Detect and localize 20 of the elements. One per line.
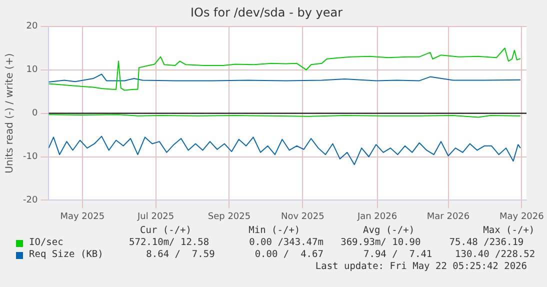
y-tick-label: -10	[22, 152, 38, 162]
x-tick-label: Nov 2025	[280, 212, 324, 222]
text: Cur (-/+) Min (-/+) Avg (-/+) Max (-/+)	[139, 225, 536, 237]
x-tick-label: Sep 2025	[208, 212, 251, 222]
legend-label: Req Size (KB)	[29, 249, 104, 261]
text: 8.64 / 7.59 0.00 / 4.67 7.94 / 7.41 130.40 /228.52	[145, 249, 536, 261]
y-tick-label: 0	[32, 108, 38, 119]
y-tick-label: -20	[22, 196, 38, 206]
x-tick-label: May 2026	[499, 212, 544, 222]
x-tick-label: Jul 2025	[136, 212, 174, 222]
y-tick-label: 10	[26, 65, 38, 76]
text: Last update: Fri May 22 05:25:42 2026	[314, 261, 528, 273]
legend-label: IO/sec	[29, 237, 64, 249]
y-axis-title: Units read (-) / write (+)	[4, 53, 16, 174]
x-tick-label: May 2025	[60, 212, 105, 222]
chart-title: IOs for /dev/sda - by year	[190, 5, 343, 20]
x-tick-label: Mar 2026	[426, 212, 470, 222]
text: 572.10m/ 12.58 0.00 /343.47m 369.93m/ 10.90 75.48 /236.19	[129, 237, 524, 249]
x-tick-label: Jan 2026	[356, 212, 398, 222]
y-tick-label: 20	[26, 22, 38, 32]
